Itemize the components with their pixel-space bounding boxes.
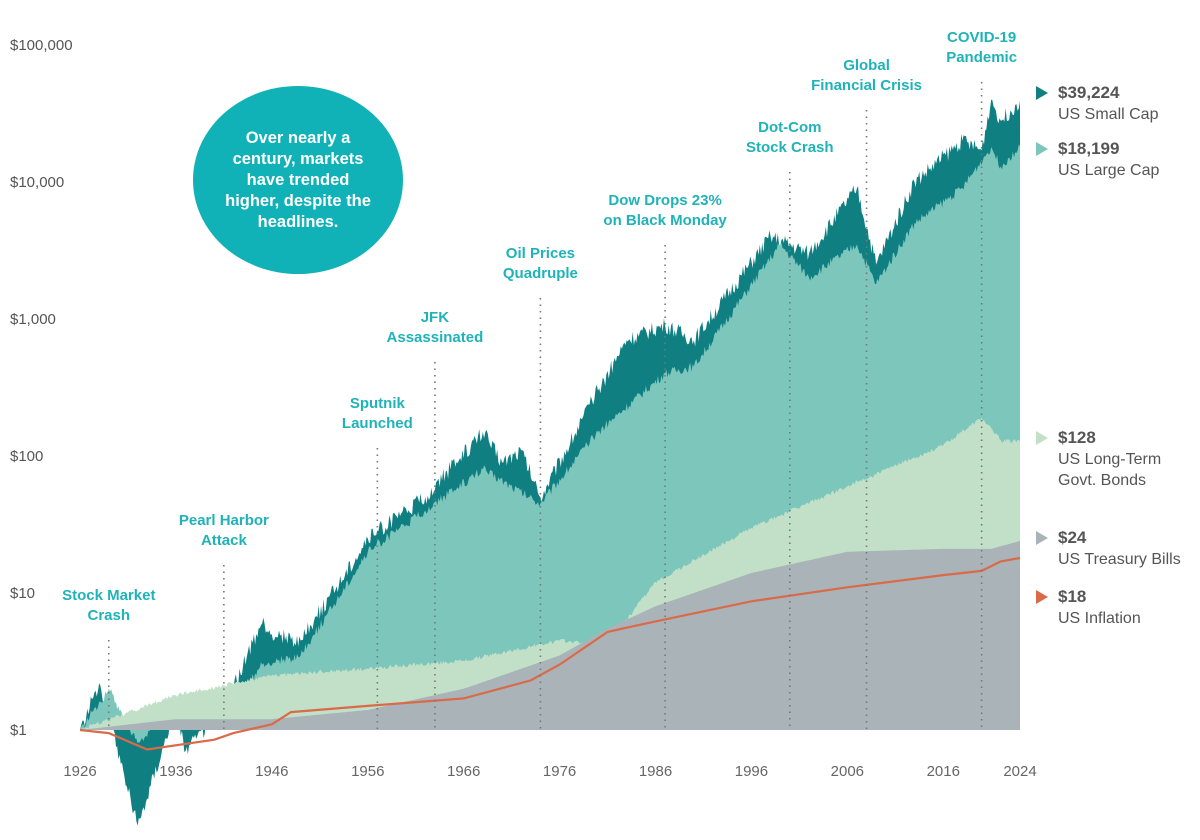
event-label: Quadruple [503, 265, 578, 282]
legend-value: $18,199 [1058, 139, 1120, 158]
legend-value: $24 [1058, 528, 1087, 547]
callout-text: Over nearly a century, markets have tren… [225, 128, 371, 231]
y-tick-label: $1 [10, 722, 27, 739]
series-lines [79, 556, 1021, 751]
legend-label: US Small Cap [1058, 106, 1159, 123]
legend-marker-icon [1036, 590, 1048, 604]
x-tick-label: 2006 [831, 763, 864, 780]
event-label: Global [843, 57, 890, 74]
x-tick-label: 1966 [447, 763, 480, 780]
legend-value: $128 [1058, 428, 1096, 447]
legend-entry: $18,199 US Large Cap [1036, 138, 1159, 181]
x-tick-label: 1996 [735, 763, 768, 780]
x-tick-label: 1926 [63, 763, 96, 780]
event-label: Pearl Harbor [179, 512, 269, 529]
legend-label: US Treasury Bills [1058, 551, 1181, 568]
legend-value: $39,224 [1058, 83, 1120, 102]
x-tick-label: 1986 [639, 763, 672, 780]
event-label: Launched [342, 415, 413, 432]
x-tick-label: 1936 [159, 763, 192, 780]
callout-bubble: Over nearly a century, markets have tren… [193, 86, 403, 274]
legend-entry: $128 US Long-Term Govt. Bonds [1036, 427, 1161, 491]
event-label: Pandemic [946, 49, 1017, 66]
inflation-line [79, 556, 1021, 751]
y-axis: $1 $10 $100 $1,000 $10,000 $100,000 [10, 37, 73, 739]
legend-entry: $18 US Inflation [1036, 586, 1141, 629]
x-tick-label: 1946 [255, 763, 288, 780]
event-label: JFK [421, 309, 450, 326]
legend-label: US Long-Term Govt. Bonds [1058, 451, 1162, 489]
y-tick-label: $100,000 [10, 37, 73, 54]
event-label: Stock Market [62, 587, 155, 604]
legend-entry: $39,224 US Small Cap [1036, 82, 1158, 125]
legend-marker-icon [1036, 431, 1048, 445]
y-tick-label: $10,000 [10, 174, 64, 191]
legend-entry: $24 US Treasury Bills [1036, 527, 1181, 570]
x-tick-label: 2016 [927, 763, 960, 780]
legend-marker-icon [1036, 142, 1048, 156]
tbills-area [80, 540, 1020, 730]
x-tick-label: 2024 [1003, 763, 1036, 780]
event-label: Stock Crash [746, 139, 834, 156]
legend-label: US Large Cap [1058, 162, 1160, 179]
legend-marker-icon [1036, 86, 1048, 100]
series-areas [80, 99, 1020, 826]
event-label: on Black Monday [603, 212, 727, 229]
event-annotations: Stock Market Crash Pearl Harbor Attack Sputn… [62, 29, 1017, 730]
legend-marker-icon [1036, 531, 1048, 545]
event-label: Sputnik [350, 395, 406, 412]
event-label: Attack [201, 532, 248, 549]
event-label: Oil Prices [506, 245, 575, 262]
event-label: Financial Crisis [811, 77, 922, 94]
x-tick-label: 1956 [351, 763, 384, 780]
event-label: Crash [88, 607, 131, 624]
legend-label: US Inflation [1058, 610, 1141, 627]
x-tick-label: 1976 [543, 763, 576, 780]
event-label: Dow Drops 23% [608, 192, 721, 209]
y-tick-label: $100 [10, 448, 43, 465]
event-label: Assassinated [387, 329, 484, 346]
x-axis: 1926 1936 1946 1956 1966 1976 1986 1996 2006 2016… [63, 763, 1036, 780]
legend-value: $18 [1058, 587, 1087, 606]
event-label: Dot-Com [758, 119, 821, 136]
event-label: COVID-19 [947, 29, 1016, 46]
y-tick-label: $1,000 [10, 311, 56, 328]
y-tick-label: $10 [10, 585, 35, 602]
